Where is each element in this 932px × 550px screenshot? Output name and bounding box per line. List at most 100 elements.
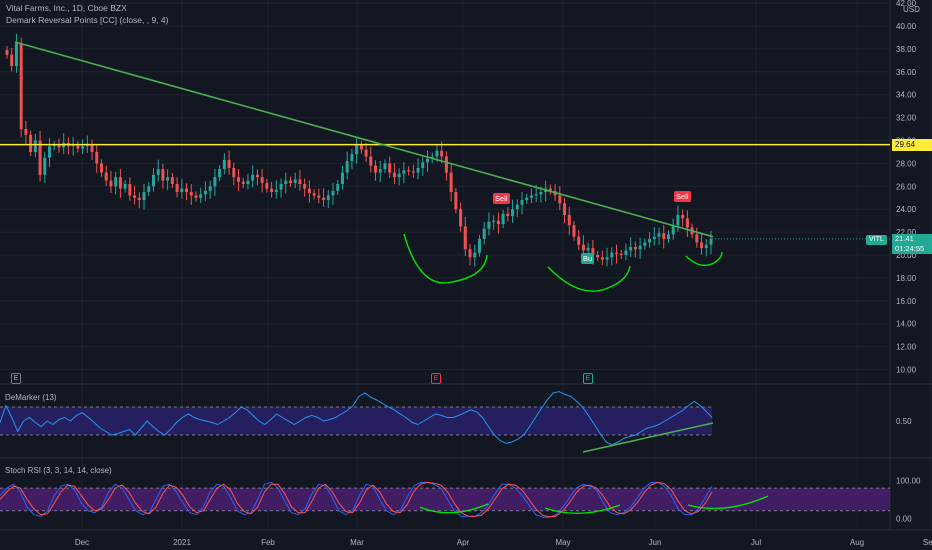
candle-body [648, 238, 652, 243]
candle-body [293, 179, 297, 183]
demarker-title[interactable]: DeMarker (13) [5, 393, 57, 402]
curve-drawing [685, 251, 723, 266]
candle-body [166, 177, 170, 181]
candle-body [681, 214, 685, 219]
candle-body [232, 167, 236, 178]
candle-body [180, 188, 184, 193]
candle-body [511, 209, 515, 217]
time-tick-label: Apr [457, 538, 470, 547]
candle-body [596, 255, 600, 258]
earnings-marker[interactable]: E [583, 373, 593, 384]
time-tick-label: Mar [350, 538, 364, 547]
candle-body [5, 50, 9, 55]
stoch-curve-drawing [544, 504, 621, 515]
candle-body [402, 170, 406, 174]
candle-body [336, 184, 340, 191]
time-tick-label: Jul [751, 538, 761, 547]
time-tick-label: Jun [649, 538, 662, 547]
candle-body [662, 233, 666, 239]
candle-body [57, 145, 61, 148]
candle-body [671, 225, 675, 235]
candle-body [95, 151, 99, 164]
candle-body [237, 177, 241, 182]
candle-body [340, 172, 344, 185]
candle-body [463, 226, 467, 250]
price-axis: 42.0040.0038.0036.0034.0032.0030.0028.00… [896, 0, 920, 375]
ticker-badge: VITL [866, 235, 887, 245]
demarker-pane: 0.50 [0, 391, 912, 453]
stoch-curve-drawing [419, 503, 489, 514]
candle-body [572, 225, 576, 237]
candle-body [615, 252, 619, 254]
candle-body [369, 156, 373, 166]
candle-body [440, 150, 444, 157]
candle-body [345, 161, 349, 173]
candle-body [397, 173, 401, 178]
candle-body [591, 248, 595, 255]
candle-body [52, 145, 56, 147]
candle-body [241, 181, 245, 185]
candle-body [104, 172, 108, 181]
stoch-rsi-pane: 100.00 0.00 [0, 477, 921, 523]
candle-body [284, 180, 288, 185]
countdown-timer: 01:24:55 [895, 244, 925, 253]
candle-body [208, 186, 212, 191]
candle-body [529, 195, 533, 198]
price-tick-label: 22.00 [896, 228, 917, 237]
drawing-overlays [0, 41, 890, 292]
candle-body [156, 169, 160, 175]
candle-body [435, 150, 439, 157]
stoch-rsi-title[interactable]: Stoch RSI (3, 3, 14, 14, close) [5, 466, 112, 475]
candle-body [218, 169, 222, 178]
candle-body [374, 165, 378, 173]
candle-body [33, 140, 37, 152]
time-tick-label: 2021 [173, 538, 191, 547]
indicator-legend[interactable]: Demark Reversal Points [CC] (close, , 9,… [6, 15, 169, 25]
candle-body [227, 159, 231, 168]
candle-body [567, 214, 571, 226]
candle-body [383, 163, 387, 170]
buy-signal-tag: Bu [581, 253, 595, 264]
candle-body [633, 246, 637, 250]
candle-body [260, 177, 264, 183]
demarker-tick-label: 0.50 [896, 417, 912, 426]
candle-body [85, 145, 89, 147]
candle-body [652, 236, 656, 239]
candle-body [10, 54, 14, 67]
candle-body [170, 177, 174, 185]
price-tick-label: 32.00 [896, 114, 917, 123]
candle-body [482, 228, 486, 239]
price-tick-label: 38.00 [896, 45, 917, 54]
earnings-marker[interactable]: E [11, 373, 21, 384]
candle-body [459, 209, 463, 227]
indicator-bands [0, 407, 890, 511]
candle-body [274, 189, 278, 193]
candle-body [199, 194, 203, 198]
price-tick-label: 18.00 [896, 274, 917, 283]
time-tick-label: Sep [923, 538, 932, 547]
candle-body [298, 179, 302, 185]
candle-body [29, 134, 33, 152]
time-tick-label: Aug [850, 538, 864, 547]
candle-body [657, 233, 661, 237]
candle-body [355, 145, 359, 155]
candle-body [133, 195, 137, 198]
candle-body [468, 249, 472, 258]
candle-body [492, 220, 496, 222]
chart-grid [0, 0, 932, 531]
earnings-marker[interactable]: E [431, 373, 441, 384]
sell-signal-tag: Sell [493, 193, 510, 204]
candle-body [109, 180, 113, 187]
candle-body [19, 43, 23, 130]
candle-body [581, 244, 585, 251]
time-tick-label: Dec [75, 538, 89, 547]
price-tick-label: 10.00 [896, 366, 917, 375]
price-tick-label: 16.00 [896, 297, 917, 306]
candle-body [426, 158, 430, 163]
candle-body [270, 188, 274, 193]
candle-body [265, 182, 269, 189]
candlestick-series [5, 33, 713, 267]
candle-body [185, 188, 189, 193]
symbol-legend[interactable]: Vital Farms, Inc., 1D, Cboe BZX [6, 3, 127, 13]
